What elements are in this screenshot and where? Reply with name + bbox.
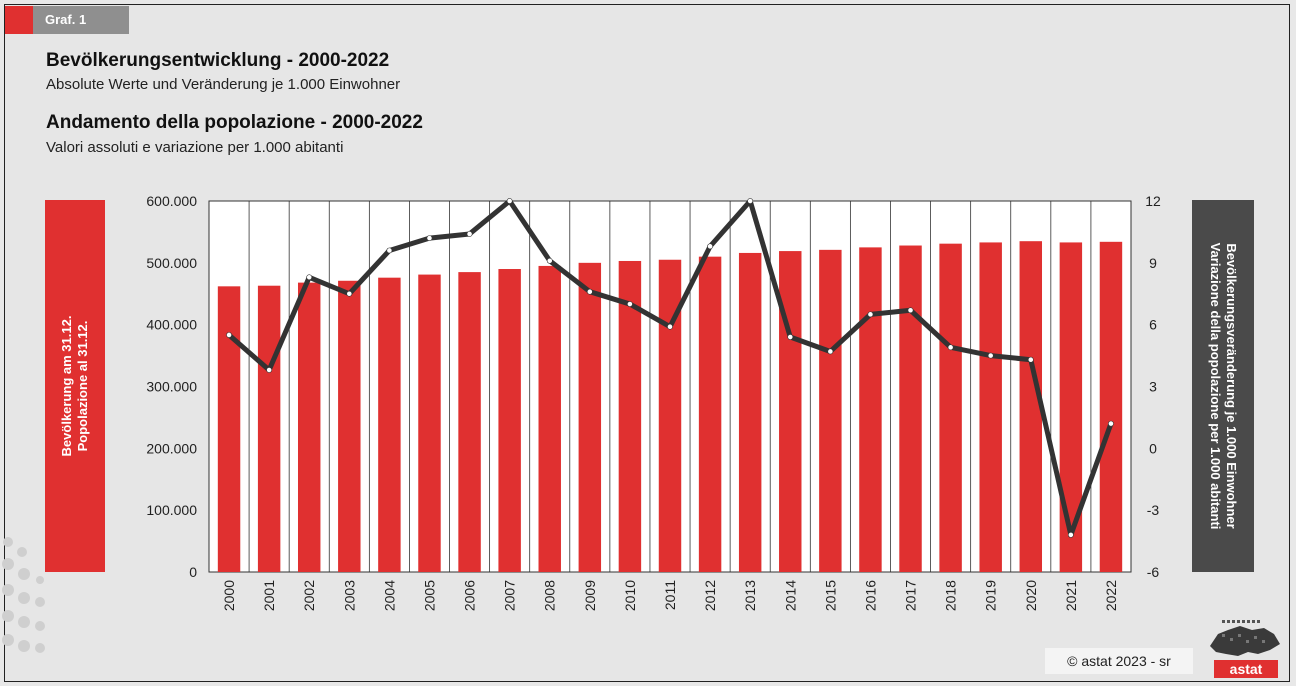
- line-point: [1027, 356, 1034, 363]
- line-point: [627, 301, 633, 307]
- x-tick-label: 2019: [983, 580, 999, 611]
- bar: [297, 282, 321, 572]
- left-tick-label: 400.000: [146, 317, 197, 333]
- x-tick-label: 2010: [622, 580, 638, 611]
- bar: [979, 242, 1002, 572]
- copyright-text: astat 2023 - sr: [1081, 653, 1171, 669]
- left-tick-label: 0: [189, 564, 197, 580]
- line-point: [346, 290, 353, 297]
- decorative-dots: [2, 537, 45, 653]
- line-point: [987, 352, 994, 359]
- left-tick-label: 500.000: [146, 255, 197, 271]
- x-tick-label: 2017: [903, 580, 919, 611]
- x-tick-label: 2005: [421, 580, 437, 611]
- bar: [378, 277, 401, 572]
- copyright-box: © astat 2023 - sr: [1045, 648, 1193, 674]
- bar: [338, 280, 361, 572]
- right-tick-label: 3: [1149, 379, 1157, 395]
- chart-subtitle-it: Valori assoluti e variazione per 1.000 a…: [46, 139, 344, 156]
- chart-title-it: Andamento della popolazione - 2000-2022: [46, 112, 423, 133]
- bar: [819, 249, 842, 572]
- chart-subtitle-de: Absolute Werte und Veränderung je 1.000 …: [46, 76, 401, 93]
- x-tick-label: 2022: [1103, 580, 1119, 611]
- x-tick-label: 2021: [1063, 580, 1079, 611]
- line-point: [827, 348, 834, 355]
- line-point: [426, 235, 433, 241]
- left-tick-label: 300.000: [146, 379, 197, 395]
- left-tick-label: 600.000: [146, 193, 197, 209]
- x-tick-label: 2000: [221, 580, 237, 611]
- line-point: [1067, 532, 1074, 538]
- left-tick-label: 100.000: [146, 502, 197, 518]
- right-tick-label: 12: [1145, 193, 1161, 209]
- right-tick-label: 0: [1149, 440, 1157, 456]
- x-tick-label: 2015: [822, 580, 838, 611]
- bar: [217, 286, 241, 572]
- bar: [458, 272, 481, 572]
- bar: [738, 252, 762, 572]
- right-tick-label: 6: [1149, 317, 1157, 333]
- bar: [1059, 242, 1083, 572]
- x-tick-label: 2007: [502, 580, 518, 611]
- x-tick-label: 2003: [341, 580, 357, 611]
- bar: [658, 259, 682, 572]
- line-point: [546, 257, 553, 264]
- line-point: [907, 307, 914, 314]
- bar: [899, 245, 922, 572]
- bar: [418, 274, 441, 572]
- graph-tag: Graf. 1: [33, 6, 129, 34]
- line-point: [226, 332, 232, 338]
- line-point: [306, 274, 313, 281]
- line-point: [867, 311, 874, 318]
- graph-tag-accent: [5, 6, 33, 34]
- bar: [779, 251, 802, 572]
- line-point: [506, 198, 513, 204]
- x-tick-label: 2018: [943, 580, 959, 611]
- bar: [257, 285, 281, 572]
- astat-logo: astat: [1210, 620, 1280, 678]
- bar: [1099, 241, 1123, 572]
- x-tick-label: 2011: [662, 580, 678, 610]
- line-point: [466, 231, 473, 237]
- bar: [578, 262, 602, 572]
- bar: [1019, 241, 1043, 573]
- line-point: [747, 198, 754, 204]
- bar: [939, 243, 962, 573]
- bar: [859, 247, 882, 572]
- right-axis-label-box: Bevölkerungsveränderung je 1.000 Einwohn…: [1192, 200, 1254, 572]
- x-tick-label: 2014: [782, 580, 798, 611]
- bar: [538, 265, 561, 572]
- bar: [498, 269, 521, 572]
- x-tick-label: 2008: [542, 580, 558, 611]
- x-tick-label: 2012: [702, 580, 718, 611]
- right-tick-label: 9: [1149, 255, 1157, 271]
- line-point: [947, 344, 954, 351]
- line-point: [787, 334, 794, 340]
- line-point: [1108, 420, 1114, 427]
- x-tick-label: 2002: [301, 580, 317, 611]
- bar: [618, 260, 642, 572]
- copyright-symbol: ©: [1067, 653, 1078, 669]
- line-point: [707, 243, 713, 250]
- line-point: [386, 247, 393, 254]
- x-tick-label: 2020: [1023, 580, 1039, 611]
- line-point: [586, 288, 593, 295]
- logo-text: astat: [1230, 661, 1263, 677]
- x-tick-label: 2001: [261, 580, 277, 611]
- x-tick-label: 2009: [582, 580, 598, 611]
- line-point: [266, 367, 273, 373]
- right-tick-label: -3: [1147, 502, 1160, 518]
- bar: [698, 256, 722, 572]
- x-tick-label: 2016: [862, 580, 878, 611]
- line-point: [667, 323, 673, 330]
- x-tick-label: 2006: [462, 580, 478, 611]
- x-tick-label: 2013: [742, 580, 758, 611]
- chart-title-de: Bevölkerungsentwicklung - 2000-2022: [46, 50, 390, 71]
- left-axis-label-box: Bevölkerung am 31.12. Popolazione al 31.…: [45, 200, 105, 572]
- left-tick-label: 200.000: [146, 440, 197, 456]
- right-tick-label: -6: [1147, 564, 1160, 580]
- x-tick-label: 2004: [381, 580, 397, 611]
